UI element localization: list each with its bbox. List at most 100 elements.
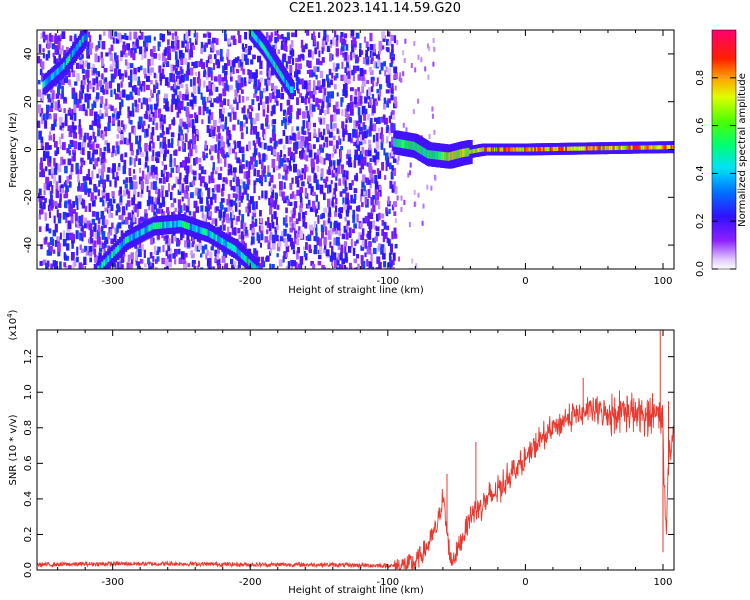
lower-arc-cell xyxy=(148,224,152,232)
noise-cell xyxy=(59,232,62,240)
noise-cell xyxy=(191,238,195,245)
noise-cell xyxy=(80,248,85,253)
noise-cell xyxy=(389,87,393,94)
noise-cell xyxy=(156,151,161,158)
noise-cell xyxy=(67,70,71,78)
noise-cell xyxy=(254,250,259,257)
noise-cell xyxy=(281,87,284,93)
noise-cell xyxy=(385,89,390,94)
noise-cell xyxy=(374,225,377,230)
spectral-trace-cell xyxy=(612,145,617,151)
noise-cell xyxy=(209,203,212,210)
noise-cell xyxy=(335,48,339,57)
noise-cell xyxy=(361,85,364,94)
noise-cell xyxy=(141,244,144,252)
noise-cell xyxy=(368,67,372,72)
noise-cell xyxy=(79,56,83,65)
noise-cell xyxy=(271,189,275,198)
noise-cell xyxy=(206,106,209,114)
noise-cell xyxy=(84,205,88,212)
noise-cell xyxy=(378,51,380,60)
noise-cell xyxy=(108,209,111,218)
noise-cell xyxy=(127,190,131,199)
noise-cell xyxy=(407,172,410,178)
noise-cell xyxy=(328,166,332,175)
noise-cell xyxy=(305,43,308,50)
noise-cell xyxy=(361,50,364,55)
noise-cell xyxy=(170,86,175,91)
noise-cell xyxy=(178,133,182,141)
noise-cell xyxy=(387,68,392,75)
noise-cell xyxy=(360,234,365,240)
noise-cell xyxy=(165,190,169,197)
noise-cell xyxy=(391,148,394,157)
noise-cell xyxy=(141,54,144,60)
spectral-trace-cell xyxy=(628,145,633,150)
noise-cell xyxy=(209,251,213,258)
noise-cell xyxy=(186,127,190,133)
noise-cell xyxy=(213,125,216,130)
noise-cell xyxy=(163,49,167,56)
noise-cell xyxy=(201,62,206,69)
noise-cell xyxy=(72,261,75,269)
noise-cell xyxy=(185,92,189,101)
noise-cell xyxy=(372,104,376,114)
noise-cell xyxy=(387,83,392,88)
noise-cell xyxy=(48,145,52,150)
noise-cell xyxy=(145,213,148,221)
noise-cell xyxy=(86,69,90,78)
noise-cell xyxy=(355,172,358,182)
noise-cell xyxy=(67,79,71,85)
noise-cell xyxy=(307,116,311,122)
noise-cell xyxy=(167,243,171,251)
noise-cell xyxy=(310,111,314,118)
noise-cell xyxy=(186,114,191,123)
noise-cell xyxy=(69,181,72,188)
noise-cell xyxy=(209,82,214,89)
noise-cell xyxy=(372,93,375,99)
noise-cell xyxy=(323,158,326,165)
noise-cell xyxy=(110,105,114,112)
noise-cell xyxy=(84,217,88,224)
noise-cell xyxy=(366,217,370,224)
noise-cell xyxy=(54,33,57,42)
colorbar-tick-label: 0.2 xyxy=(695,213,706,229)
noise-cell xyxy=(210,178,215,183)
noise-cell xyxy=(383,117,388,125)
noise-cell xyxy=(248,203,251,213)
noise-cell xyxy=(387,98,391,104)
noise-cell xyxy=(383,148,386,156)
noise-cell xyxy=(385,127,390,133)
noise-cell xyxy=(292,226,296,231)
noise-cell xyxy=(352,65,357,71)
noise-cell xyxy=(139,65,143,71)
noise-cell xyxy=(318,254,322,260)
noise-cell xyxy=(171,40,175,49)
noise-cell xyxy=(295,218,299,225)
noise-cell xyxy=(319,238,322,247)
noise-cell xyxy=(377,170,382,179)
noise-cell xyxy=(112,171,115,180)
noise-cell xyxy=(192,95,197,104)
noise-cell xyxy=(105,88,109,95)
noise-cell xyxy=(40,32,44,39)
noise-cell xyxy=(107,202,110,209)
noise-cell xyxy=(299,256,304,265)
noise-cell xyxy=(190,253,195,259)
noise-cell xyxy=(87,142,90,148)
noise-cell xyxy=(167,82,171,88)
noise-cell xyxy=(116,166,121,171)
noise-cell xyxy=(386,47,390,53)
noise-cell xyxy=(332,62,336,71)
noise-cell xyxy=(376,213,379,222)
noise-cell xyxy=(222,88,227,97)
noise-cell xyxy=(100,85,104,93)
noise-cell xyxy=(298,263,301,269)
noise-cell xyxy=(193,158,197,166)
noise-cell xyxy=(332,37,335,46)
noise-cell xyxy=(73,104,77,113)
noise-cell xyxy=(124,33,127,40)
noise-cell xyxy=(283,182,286,190)
noise-cell xyxy=(212,193,215,199)
noise-cell xyxy=(232,177,235,182)
